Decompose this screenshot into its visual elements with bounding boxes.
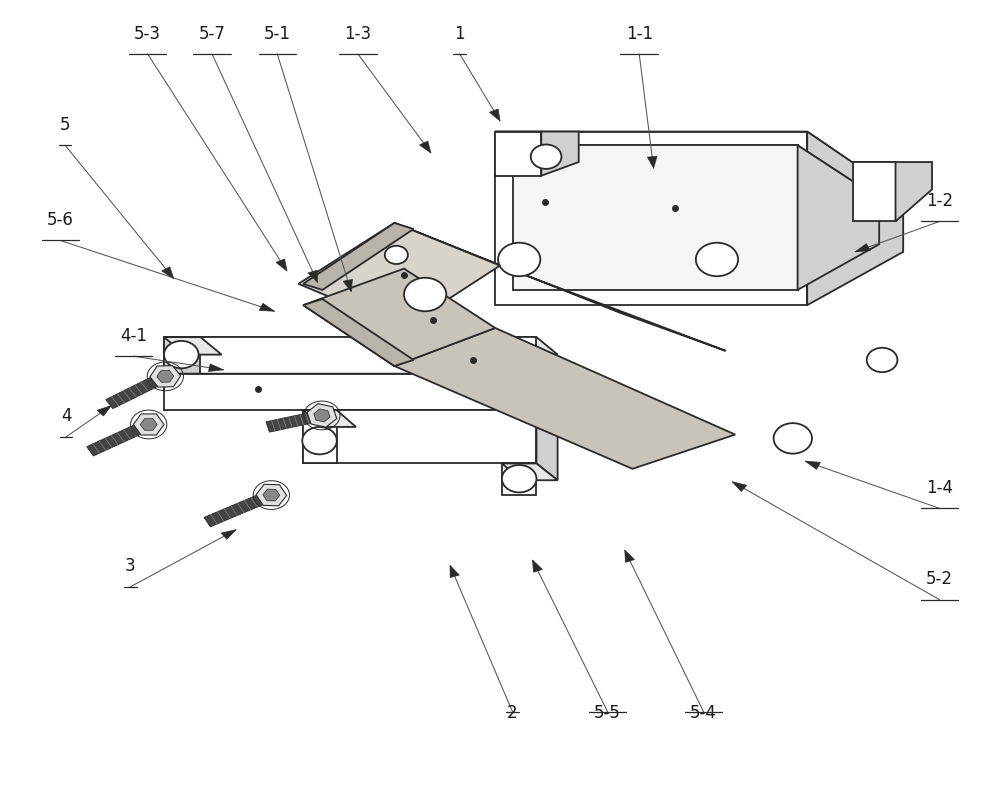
Polygon shape <box>164 337 558 354</box>
Polygon shape <box>495 132 807 305</box>
Polygon shape <box>303 410 356 427</box>
Polygon shape <box>208 364 224 371</box>
Polygon shape <box>303 269 495 366</box>
Polygon shape <box>303 299 414 366</box>
Polygon shape <box>259 304 274 311</box>
Polygon shape <box>489 109 500 121</box>
Polygon shape <box>164 337 536 374</box>
Polygon shape <box>303 223 414 290</box>
Text: 5-1: 5-1 <box>264 25 291 44</box>
Polygon shape <box>419 141 431 153</box>
Polygon shape <box>495 132 541 176</box>
Text: 2: 2 <box>507 704 518 722</box>
Text: 4-1: 4-1 <box>120 327 147 345</box>
Text: 5-2: 5-2 <box>926 570 953 588</box>
Polygon shape <box>450 565 459 577</box>
Polygon shape <box>150 366 181 387</box>
Text: 5-4: 5-4 <box>690 704 717 722</box>
Polygon shape <box>87 424 143 456</box>
Polygon shape <box>106 377 160 408</box>
Polygon shape <box>164 337 200 374</box>
Polygon shape <box>303 410 337 463</box>
Polygon shape <box>307 404 337 427</box>
Circle shape <box>498 243 540 276</box>
Polygon shape <box>896 162 932 221</box>
Polygon shape <box>495 132 579 162</box>
Polygon shape <box>513 145 798 290</box>
Polygon shape <box>164 337 222 354</box>
Polygon shape <box>263 489 280 501</box>
Polygon shape <box>343 279 352 292</box>
Circle shape <box>502 465 536 492</box>
Polygon shape <box>303 410 536 463</box>
Text: 1-4: 1-4 <box>926 479 953 497</box>
Polygon shape <box>162 266 174 278</box>
Circle shape <box>385 246 408 264</box>
Circle shape <box>164 341 199 368</box>
Text: 1: 1 <box>454 25 465 44</box>
Polygon shape <box>732 482 747 492</box>
Circle shape <box>302 427 337 454</box>
Polygon shape <box>541 132 579 176</box>
Polygon shape <box>308 270 318 282</box>
Polygon shape <box>798 145 879 290</box>
Polygon shape <box>140 419 157 431</box>
Polygon shape <box>647 156 657 168</box>
Polygon shape <box>625 550 634 562</box>
Polygon shape <box>204 495 264 527</box>
Text: 5-3: 5-3 <box>134 25 161 44</box>
Text: 5: 5 <box>60 116 70 134</box>
Polygon shape <box>502 463 536 496</box>
Polygon shape <box>256 485 287 506</box>
Polygon shape <box>805 462 820 469</box>
Polygon shape <box>303 410 558 427</box>
Circle shape <box>531 144 561 169</box>
Text: 4: 4 <box>61 408 71 425</box>
Polygon shape <box>853 162 896 221</box>
Text: 1-1: 1-1 <box>626 25 653 44</box>
Polygon shape <box>533 560 542 573</box>
Polygon shape <box>221 530 236 539</box>
Polygon shape <box>807 132 903 305</box>
Polygon shape <box>495 132 903 197</box>
Text: 1-3: 1-3 <box>344 25 371 44</box>
Text: 3: 3 <box>125 557 136 576</box>
Polygon shape <box>536 410 558 481</box>
Polygon shape <box>394 328 735 469</box>
Polygon shape <box>133 414 164 435</box>
Text: 5-6: 5-6 <box>47 211 74 229</box>
Circle shape <box>774 423 812 454</box>
Polygon shape <box>513 145 879 198</box>
Polygon shape <box>97 406 111 416</box>
Polygon shape <box>164 374 536 410</box>
Polygon shape <box>853 162 932 190</box>
Text: 5-5: 5-5 <box>594 704 621 722</box>
Polygon shape <box>298 223 500 328</box>
Polygon shape <box>314 409 330 422</box>
Polygon shape <box>394 223 726 351</box>
Polygon shape <box>164 374 558 391</box>
Circle shape <box>696 243 738 276</box>
Text: 1-2: 1-2 <box>926 192 953 210</box>
Polygon shape <box>276 259 287 271</box>
Circle shape <box>867 348 897 372</box>
Polygon shape <box>157 370 174 382</box>
Polygon shape <box>266 412 315 432</box>
Polygon shape <box>855 243 870 252</box>
Circle shape <box>404 278 446 311</box>
Text: 5-7: 5-7 <box>199 25 225 44</box>
Polygon shape <box>502 463 558 481</box>
